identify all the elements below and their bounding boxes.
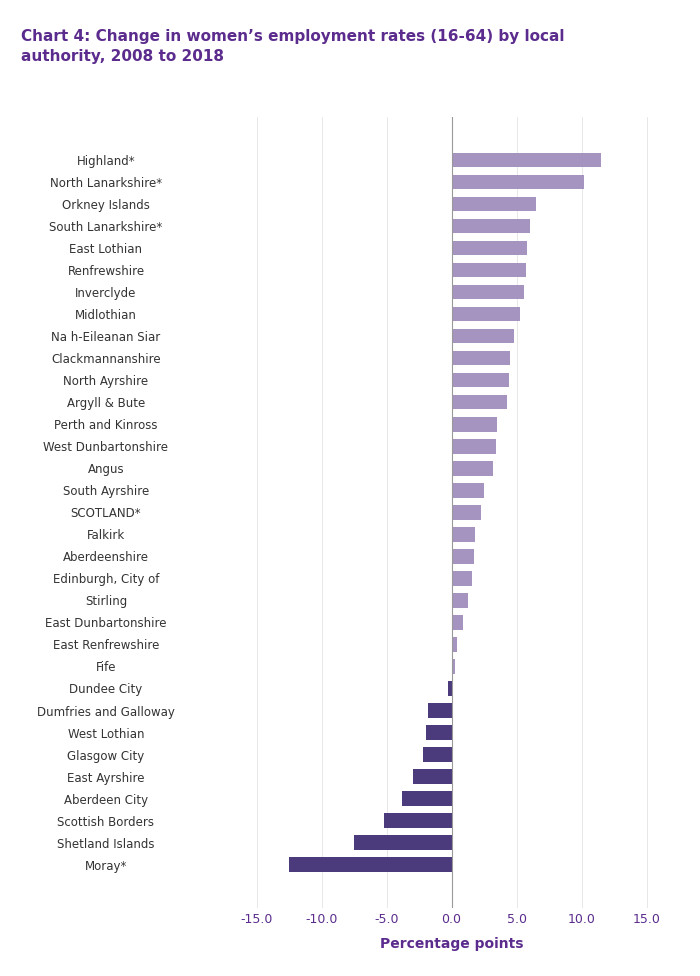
Bar [447, 681, 452, 696]
Bar [428, 704, 452, 717]
Bar [452, 439, 496, 454]
Bar [452, 307, 520, 321]
Bar [452, 373, 509, 387]
Bar [384, 813, 452, 828]
Bar [452, 285, 524, 300]
Bar [452, 506, 482, 519]
Bar [423, 748, 452, 761]
Bar [452, 527, 475, 542]
Bar [452, 395, 508, 410]
Bar [452, 197, 536, 212]
Bar [452, 417, 497, 431]
Bar [289, 858, 452, 872]
Bar [452, 153, 601, 167]
Bar [452, 483, 484, 498]
Text: Chart 4: Change in women’s employment rates (16-64) by local
authority, 2008 to : Chart 4: Change in women’s employment ra… [21, 29, 564, 64]
Bar [354, 835, 452, 850]
Bar [452, 615, 463, 630]
Bar [452, 175, 584, 189]
Bar [452, 637, 456, 652]
Bar [452, 462, 493, 475]
X-axis label: Percentage points: Percentage points [379, 937, 524, 951]
Bar [426, 725, 452, 740]
Bar [412, 769, 452, 784]
Bar [452, 351, 510, 365]
Bar [452, 219, 529, 233]
Bar [402, 792, 452, 806]
Bar [452, 241, 527, 256]
Bar [452, 264, 526, 277]
Bar [452, 329, 514, 344]
Bar [452, 549, 474, 563]
Bar [452, 571, 472, 586]
Bar [452, 593, 468, 608]
Bar [452, 660, 456, 673]
